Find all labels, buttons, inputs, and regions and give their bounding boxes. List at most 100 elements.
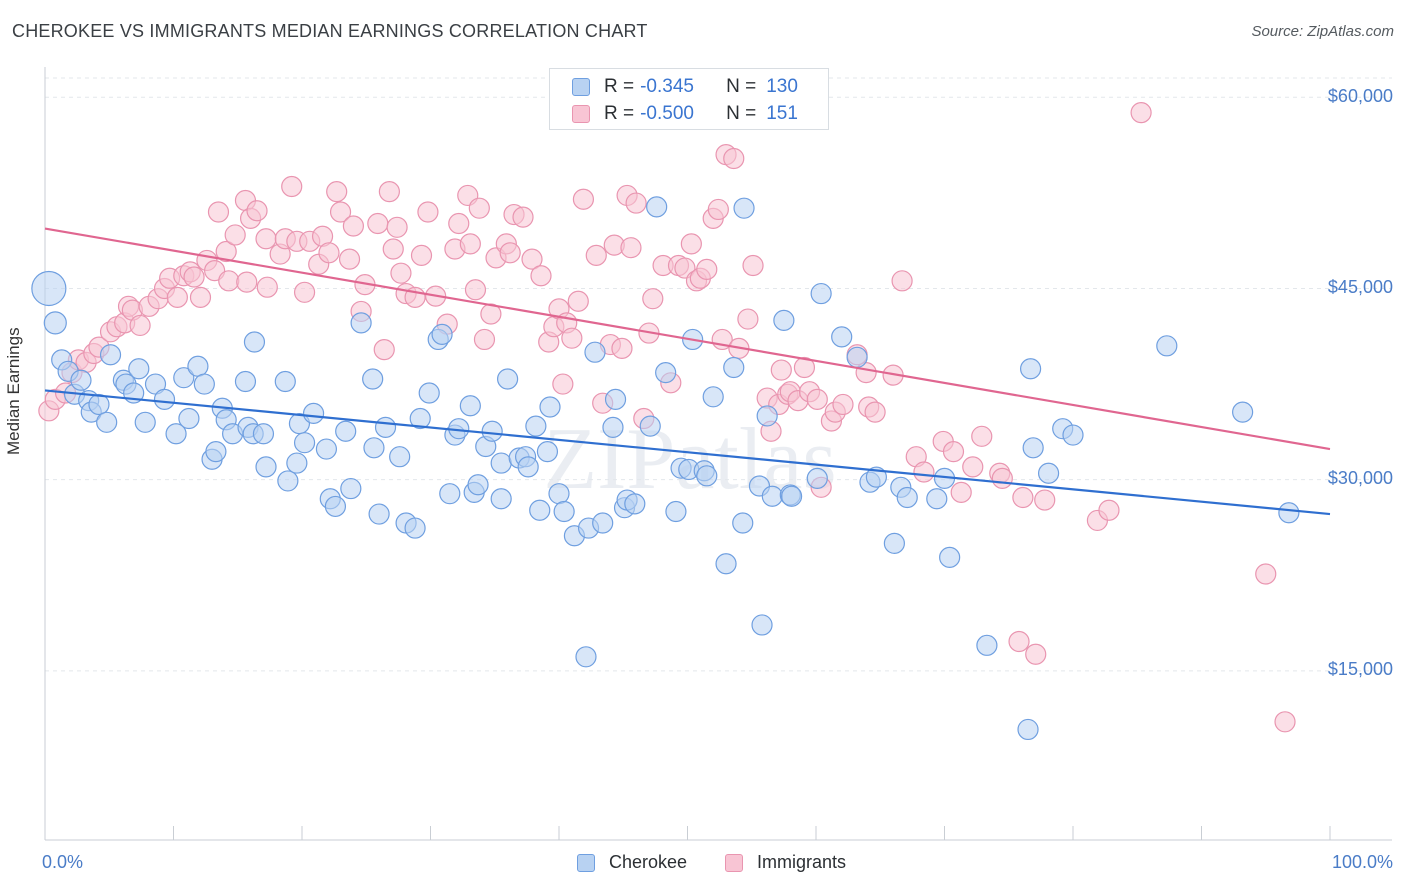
cherokee-point [1019, 358, 1042, 380]
cherokee-point [497, 368, 519, 390]
cherokee-point [696, 465, 718, 487]
cherokee-point [976, 634, 998, 656]
cherokee-point [193, 373, 215, 395]
cherokee-point [286, 452, 308, 474]
cherokee-point [926, 488, 948, 510]
cherokee-point [773, 309, 795, 331]
cherokee-point [234, 370, 257, 393]
immigrants-point [585, 244, 607, 266]
legend-item-cherokee[interactable]: Cherokee [577, 852, 687, 873]
cherokee-point [363, 437, 385, 459]
cherokee-point [335, 420, 357, 442]
immigrants-point [326, 181, 348, 203]
immigrants-point [236, 271, 258, 293]
cherokee-point [481, 420, 503, 442]
cherokee-point [702, 386, 724, 408]
cherokee-point [1017, 718, 1039, 741]
immigrants-point [625, 192, 647, 214]
immigrants-point [707, 198, 729, 221]
cherokee-point [751, 614, 773, 636]
immigrants-point [255, 228, 277, 250]
cherokee-point [806, 467, 828, 489]
cherokee-point [846, 346, 868, 368]
cherokee-point [665, 500, 687, 523]
cherokee-point [733, 197, 755, 219]
immigrants-point [913, 461, 935, 483]
cherokee-point [584, 341, 606, 363]
y-tick-label: $60,000 [1327, 86, 1393, 106]
cherokee-point [70, 369, 92, 391]
immigrants-point [572, 188, 595, 210]
r-label: R = [604, 76, 635, 97]
n-value: 151 [766, 103, 798, 124]
cherokee-point [99, 344, 122, 366]
immigrants-point [293, 281, 316, 303]
cherokee-point [539, 396, 561, 418]
cherokee-point [153, 388, 176, 410]
chart-title: CHEROKEE VS IMMIGRANTS MEDIAN EARNINGS C… [12, 21, 648, 41]
cherokee-point [362, 368, 384, 390]
r-label: R = [604, 103, 635, 124]
immigrants-point [224, 224, 246, 246]
legend-swatch-blue [577, 853, 595, 872]
cherokee-point [374, 416, 397, 438]
cherokee-point [1037, 462, 1060, 484]
immigrants-point [864, 401, 886, 423]
cherokee-point [548, 483, 570, 505]
cherokee-point [732, 512, 754, 534]
cherokee-point [1156, 335, 1178, 357]
immigrants-point [642, 288, 664, 310]
immigrants-point [499, 242, 521, 264]
cherokee-point [128, 358, 150, 380]
cherokee-point [88, 393, 110, 416]
immigrants-point [459, 233, 481, 255]
cherokee-point [96, 411, 118, 433]
r-value: -0.500 [640, 103, 694, 124]
cherokee-point [883, 532, 905, 554]
immigrants-point [1025, 643, 1047, 665]
cherokee-point [525, 415, 547, 437]
cherokee-point [536, 441, 559, 463]
immigrants-trend-line [44, 227, 1331, 451]
legend-row-cherokee: R = -0.345 N = 130 [572, 75, 798, 99]
immigrants-point [318, 242, 340, 264]
immigrants-point [215, 240, 237, 263]
cherokee-point [939, 546, 961, 568]
immigrants-point [530, 265, 552, 287]
cherokee-point [389, 446, 411, 468]
cherokee-point [439, 483, 461, 505]
cherokee-point [490, 488, 512, 510]
cherokee-point [1232, 401, 1254, 423]
cherokee-point [252, 423, 275, 445]
immigrants-point [962, 456, 984, 478]
cherokee-point [602, 416, 624, 438]
cherokee-point [575, 646, 597, 668]
cherokee-point [517, 456, 539, 478]
cherokee-point [302, 402, 325, 424]
immigrants-point [410, 244, 433, 266]
immigrants-point [1008, 630, 1030, 653]
cherokee-point [404, 517, 426, 539]
cherokee-point [340, 477, 362, 500]
cherokee-point [756, 405, 778, 427]
cherokee-point [624, 493, 646, 515]
immigrants-point [1274, 711, 1296, 733]
immigrants-point [567, 290, 589, 312]
legend-label: Cherokee [609, 852, 688, 872]
immigrants-point [338, 248, 361, 270]
immigrants-point [793, 356, 816, 379]
immigrants-point [991, 467, 1013, 489]
legend-item-immigrants[interactable]: Immigrants [725, 852, 846, 873]
cherokee-point [173, 367, 195, 389]
immigrants-point [390, 262, 412, 284]
cherokee-point [810, 282, 832, 305]
immigrants-point [680, 233, 702, 255]
legend-swatch-pink [572, 105, 590, 123]
immigrants-point [448, 212, 470, 235]
immigrants-points [38, 91, 1296, 733]
immigrants-point [246, 200, 268, 222]
cherokee-point [865, 466, 887, 488]
cherokee-point [646, 196, 668, 218]
immigrants-point [473, 328, 496, 351]
cherokee-point [324, 495, 347, 518]
